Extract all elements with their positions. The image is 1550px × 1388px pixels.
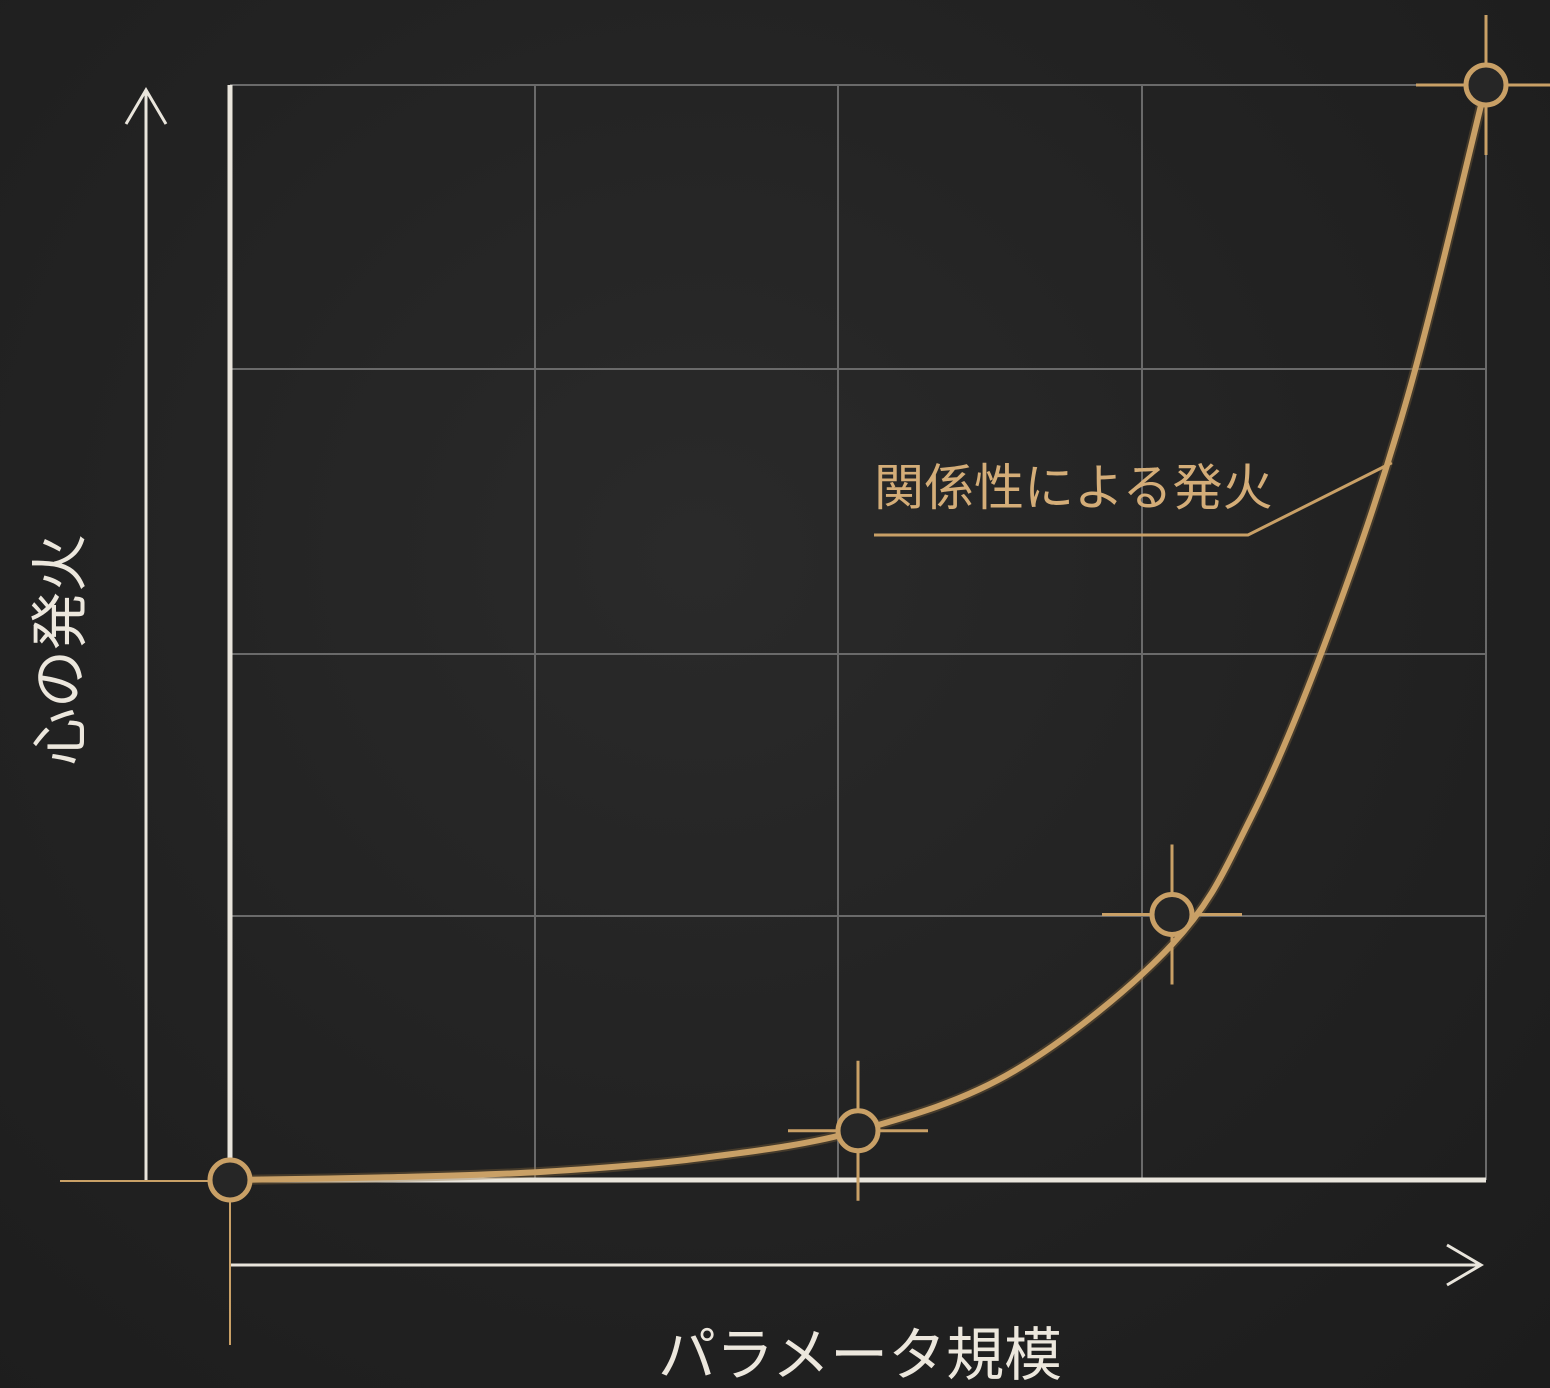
- curve-glow: [225, 80, 1491, 1185]
- data-point-marker: [1416, 15, 1550, 155]
- annotation-group: 関係性による発火: [874, 459, 1393, 537]
- marker-ring: [835, 1108, 881, 1154]
- curve-group: [225, 80, 1491, 1185]
- x-axis-title: パラメータ規模: [658, 1321, 1062, 1388]
- annotation-leader-line: [874, 461, 1393, 537]
- data-point-marker: [788, 1060, 928, 1201]
- growth-curve: [227, 82, 1489, 1183]
- marker-ring: [207, 1157, 253, 1203]
- x-direction-arrowhead: [1446, 1243, 1484, 1287]
- axes: [60, 85, 1486, 1345]
- marker-ring: [1149, 891, 1195, 937]
- annotation-label: 関係性による発火: [874, 459, 1273, 517]
- data-point-marker: [1102, 844, 1242, 985]
- grid: [230, 84, 1487, 1180]
- marker-ring: [1463, 62, 1509, 108]
- marker-group: [207, 15, 1550, 1203]
- y-direction-arrowhead: [124, 87, 168, 125]
- data-point-marker: [207, 1157, 253, 1203]
- y-axis-title: 心の発火: [26, 534, 94, 766]
